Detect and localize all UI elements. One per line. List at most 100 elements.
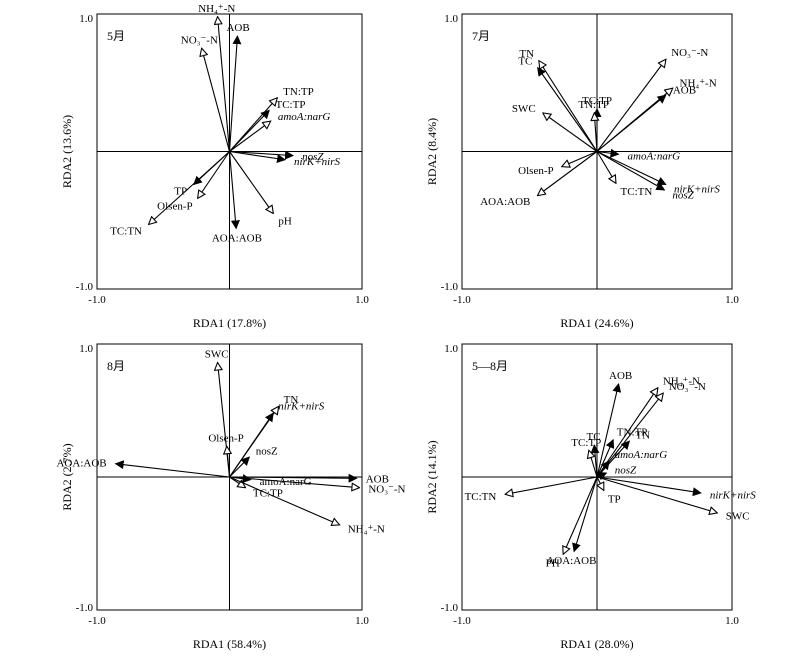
vector-label-nirk-nirs: nirK+nirS [710,489,756,501]
vector-label-amoa-narg: amoA:narG [628,150,681,162]
vector-label-tn: TN [635,429,650,441]
vector-label-ph: PH [546,557,560,569]
vector-nirk-nirs [229,412,274,478]
panel-4: -1.0 1.0 1.0 -1.0 RDA1 (28.0%) RDA2 (14.1%) 5—… [425,343,756,651]
vector-tc-tn [596,151,616,184]
vector-nosz [596,472,608,481]
vector-label-aob: AOB [226,22,249,34]
panel-3: -1.0 1.0 1.0 -1.0 RDA1 (58.4%) RDA2 (2.7%) 8月 S… [56,343,405,651]
vector-label-tc-tn: TC:TN [621,186,653,198]
vector-label-tn-tp: TN:TP [578,99,609,111]
vector-aob [596,383,622,478]
vector-olsen-p [227,446,230,478]
vector-label-aob: AOB [673,84,696,96]
y-tick-label-max: 1.0 [444,13,458,25]
vector-label-tc-tp: TC:TP [582,95,612,107]
vector-aoa-aob [572,476,598,553]
y-axis-title: RDA2 (13.6%) [60,115,74,188]
vector-label-tp: TP [174,186,187,198]
vector-aoa-aob [228,151,240,230]
vector-label-tc-tn: TC:TN [110,225,142,237]
y-tick-label-max: 1.0 [79,343,93,355]
vector-label-no-n: NO₃⁻-N [669,381,706,393]
vector-tn [539,61,598,152]
y-tick-label-max: 1.0 [79,13,93,25]
vector-no-n [202,48,231,152]
vector-label-amoa-narg: amoA:narG [615,449,668,461]
vector-tn-tp [594,113,597,152]
x-tick-label-max: 1.0 [355,615,369,627]
vector-tc-tp [589,450,598,478]
vector-label-aoa-aob: AOA:AOB [480,196,530,208]
vector-swc [596,476,717,513]
vector-label-amoa-narg: amoA:narG [278,111,331,123]
vector-label-tn: TN [284,394,299,406]
vector-tc-tn [505,476,598,494]
vector-label-aoa-aob: AOA:AOB [212,232,262,244]
vector-label-tn-tp: TN:TP [283,86,314,98]
vector-label-olsen-p: Olsen-P [157,201,192,213]
x-tick-label-max: 1.0 [725,294,739,306]
vector-label-aob: AOB [609,370,632,382]
vector-label-nh-n: NH₄⁺-N [198,3,235,15]
vector-amoa-narg [596,148,620,158]
vector-label-tp: TP [608,493,621,505]
panel-label: 7月 [472,29,490,43]
vector-label-swc: SWC [726,510,750,522]
vector-nh-n [229,476,340,525]
x-tick-label-min: -1.0 [88,615,106,627]
y-tick-label-max: 1.0 [444,343,458,355]
vector-aoa-aob [538,151,598,196]
vector-label-olsen-p: Olsen-P [518,165,553,177]
vector-label-tn: TN [519,48,534,60]
x-tick-label-min: -1.0 [453,615,471,627]
y-axis-title: RDA2 (14.1%) [425,440,439,513]
y-axis-title: RDA2 (2.7%) [60,443,74,510]
vector-label-nirk-nirs: nirK+nirS [278,401,324,413]
vector-label-no-n: NO₃⁻-N [671,47,708,59]
vector-label-ph: pH [278,216,292,228]
x-tick-label-max: 1.0 [355,294,369,306]
vector-label-nosz: nosZ [302,151,324,163]
vector-tp [597,476,604,490]
vector-label-tc: TC [518,55,532,67]
vector-aoa-aob [114,460,230,478]
vector-amoa-narg [229,121,271,152]
vector-nosz [229,456,251,478]
vector-label-olsen-p: Olsen-P [208,432,243,444]
panel-2: -1.0 1.0 1.0 -1.0 RDA1 (24.6%) RDA2 (8.4%) 7月 T… [425,13,739,330]
vector-tc [537,66,598,152]
y-tick-label-min: -1.0 [441,281,459,293]
vector-ph [229,151,274,214]
vector-label-tn-tp: TN:TP [617,427,648,439]
vector-tc-tn [149,151,230,225]
vector-label-nosz: nosZ [256,446,278,458]
y-axis-title: RDA2 (8.4%) [425,118,439,185]
vector-tn-tp [596,438,615,478]
y-tick-label-min: -1.0 [441,602,459,614]
vector-label-nosz: nosZ [672,189,694,201]
panel-1: -1.0 1.0 1.0 -1.0 RDA1 (17.8%) RDA2 (13.6%) 5月… [60,3,369,330]
vector-label-swc: SWC [205,349,229,361]
x-tick-label-max: 1.0 [725,615,739,627]
vector-ph [563,476,598,554]
x-tick-label-min: -1.0 [88,294,106,306]
x-axis-title: RDA1 (17.8%) [193,316,266,330]
vector-tc-tp [229,476,246,488]
vector-olsen-p [198,151,230,199]
vector-label-nh-n: NH₄⁺-N [663,375,700,387]
vector-no-n [229,476,360,488]
vector-olsen-p [562,150,598,167]
vector-label-nirk-nirs: nirK+nirS [294,156,340,168]
vector-nirk-nirs [596,476,702,497]
y-tick-label-min: -1.0 [76,281,94,293]
vector-label-aoa-aob: AOA:AOB [56,458,106,470]
vector-swc [543,113,598,152]
vector-label-no-n: NO₃⁻-N [368,483,405,495]
vector-label-nh-n: NH₄⁺-N [680,77,717,89]
vector-label-tc-tp: TC:TP [275,99,305,111]
x-tick-label-min: -1.0 [453,294,471,306]
vector-aob [596,94,667,152]
vector-nirk-nirs [229,150,287,164]
